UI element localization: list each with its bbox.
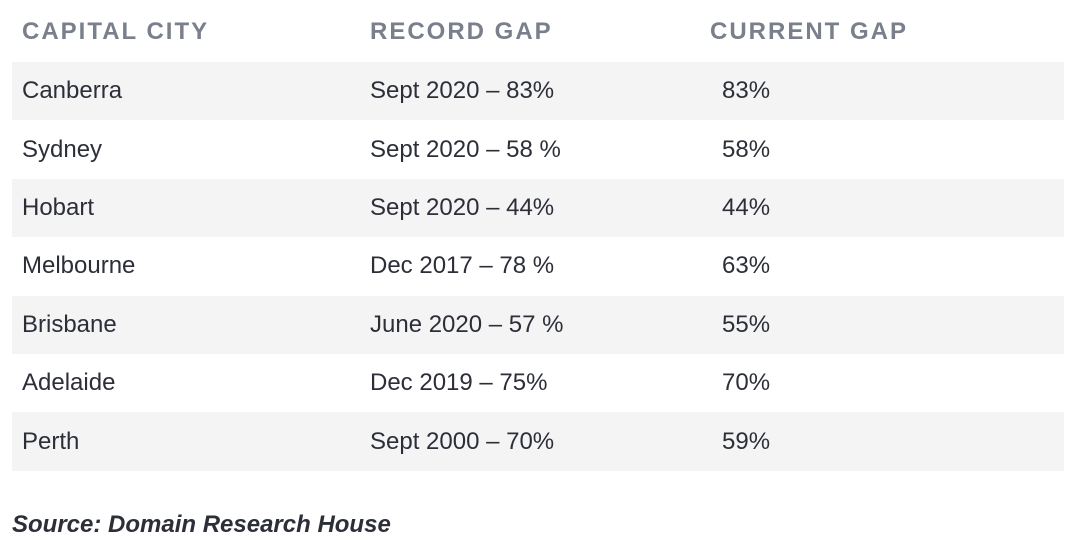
city-cell: Canberra xyxy=(22,77,123,105)
current-gap-cell: 63% xyxy=(722,252,771,280)
header-record-gap: RECORD GAP xyxy=(370,18,553,45)
city-cell: Sydney xyxy=(22,135,103,163)
city-cell: Hobart xyxy=(22,193,95,221)
current-gap-cell: 70% xyxy=(722,369,771,397)
table-row: Perth Sept 2000 – 70% 59% xyxy=(12,412,1064,471)
header-current-gap: CURRENT GAP xyxy=(710,18,909,45)
record-gap-cell: Sept 2000 – 70% xyxy=(370,427,555,455)
record-gap-cell: Sept 2020 – 44% xyxy=(370,193,555,221)
table-header: CAPITAL CITY RECORD GAP CURRENT GAP xyxy=(12,0,1064,62)
table-row: Canberra Sept 2020 – 83% 83% xyxy=(12,62,1064,121)
current-gap-cell: 58% xyxy=(722,135,771,163)
city-cell: Melbourne xyxy=(22,252,136,280)
record-gap-cell: Dec 2017 – 78 % xyxy=(370,252,555,280)
current-gap-cell: 55% xyxy=(722,310,771,338)
record-gap-cell: Dec 2019 – 75% xyxy=(370,369,548,397)
table-row: Melbourne Dec 2017 – 78 % 63% xyxy=(12,237,1064,295)
record-gap-cell: Sept 2020 – 83% xyxy=(370,77,555,105)
rental-gap-table: CAPITAL CITY RECORD GAP CURRENT GAP Canb… xyxy=(12,0,1064,471)
current-gap-cell: 83% xyxy=(722,77,771,105)
header-capital-city: CAPITAL CITY xyxy=(22,18,210,45)
current-gap-cell: 59% xyxy=(722,427,771,455)
record-gap-cell: June 2020 – 57 % xyxy=(370,310,564,338)
table-row: Hobart Sept 2020 – 44% 44% xyxy=(12,178,1064,238)
city-cell: Brisbane xyxy=(22,310,117,338)
city-cell: Adelaide xyxy=(22,369,116,397)
table-row: Brisbane June 2020 – 57 % 55% xyxy=(12,295,1064,354)
city-cell: Perth xyxy=(22,427,80,455)
table-row: Adelaide Dec 2019 – 75% 70% xyxy=(12,354,1064,412)
table-row: Sydney Sept 2020 – 58 % 58% xyxy=(12,120,1064,178)
current-gap-cell: 44% xyxy=(722,193,771,221)
record-gap-cell: Sept 2020 – 58 % xyxy=(370,135,561,163)
source-caption: Source: Domain Research House xyxy=(12,511,391,538)
